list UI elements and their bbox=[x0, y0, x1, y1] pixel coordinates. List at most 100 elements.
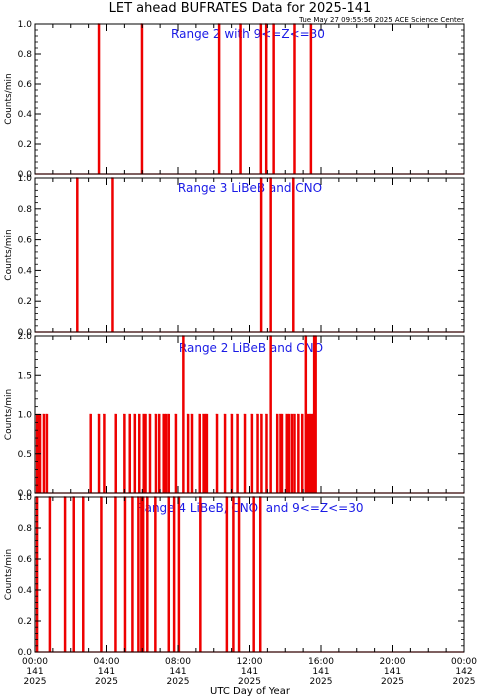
x-tick-label-doy: 141 bbox=[26, 667, 43, 677]
x-tick-label-time: 12:00 bbox=[237, 657, 263, 667]
panel-range3-libeb-cno: Range 3 LiBeB and CNO Counts/min 0.0 0.2 0… bbox=[4, 174, 465, 338]
panel-title: Range 2 LiBeB and CNO bbox=[179, 341, 323, 355]
y-tick-label: 1.5 bbox=[18, 371, 32, 381]
y-tick-label: 2.0 bbox=[18, 332, 33, 342]
panel-range2-libeb-cno: Range 2 LiBeB and CNO Counts/min 0.0 0.5 1… bbox=[4, 332, 465, 499]
y-axis-label: Counts/min bbox=[4, 389, 14, 440]
x-tick-label-doy: 141 bbox=[312, 667, 329, 677]
y-axis-label: Counts/min bbox=[4, 229, 14, 280]
data-point bbox=[142, 413, 144, 416]
y-tick-label: 1.0 bbox=[18, 411, 33, 421]
x-tick-label-year: 2025 bbox=[453, 677, 476, 687]
data-point bbox=[260, 413, 262, 416]
x-tick-label-year: 2025 bbox=[24, 677, 47, 687]
y-tick-label: 0.8 bbox=[18, 524, 33, 534]
data-point bbox=[243, 413, 246, 416]
y-axis-label: Counts/min bbox=[4, 73, 14, 124]
data-point bbox=[312, 413, 314, 416]
data-point bbox=[42, 413, 44, 416]
data-point bbox=[167, 413, 169, 416]
y-tick-label: 0.0 bbox=[18, 328, 33, 338]
data-point bbox=[236, 413, 238, 416]
y-tick-label: 0.6 bbox=[18, 80, 33, 90]
x-tick-label-year: 2025 bbox=[95, 677, 118, 687]
x-axis-label: UTC Day of Year bbox=[210, 686, 291, 697]
y-tick-label: 0.2 bbox=[18, 140, 32, 150]
data-point bbox=[276, 413, 278, 416]
y-tick-label: 0.6 bbox=[18, 555, 33, 565]
x-tick-label-time: 00:00 bbox=[22, 657, 48, 667]
data-point bbox=[148, 413, 150, 416]
y-tick-label: 0.0 bbox=[18, 170, 33, 180]
data-point bbox=[202, 413, 204, 416]
y-tick-label: 0.8 bbox=[18, 50, 33, 60]
data-point bbox=[280, 413, 282, 416]
data-point bbox=[198, 413, 200, 416]
y-tick-label: 0.0 bbox=[18, 648, 33, 658]
data-point bbox=[215, 413, 218, 416]
series-line bbox=[35, 23, 464, 175]
data-point bbox=[287, 413, 289, 416]
data-point bbox=[279, 413, 281, 416]
data-point bbox=[204, 413, 206, 416]
data-point bbox=[290, 413, 292, 416]
data-point bbox=[133, 413, 135, 416]
y-tick-label: 0.0 bbox=[18, 489, 33, 499]
panel-title: Range 4 LiBeB, CNO, and 9<=Z<=30 bbox=[137, 501, 364, 515]
data-point bbox=[97, 413, 100, 416]
data-point bbox=[205, 413, 207, 416]
data-point bbox=[138, 413, 140, 416]
x-tick-label-doy: 142 bbox=[455, 667, 472, 677]
y-tick-label: 1.0 bbox=[18, 20, 33, 30]
data-point bbox=[45, 413, 47, 416]
data-point bbox=[250, 413, 252, 416]
y-tick-label: 0.4 bbox=[18, 586, 33, 596]
data-point bbox=[306, 413, 308, 416]
figure-title: LET ahead BUFRATES Data for 2025-141 bbox=[109, 1, 372, 16]
data-point bbox=[174, 413, 176, 416]
x-tick-label-doy: 141 bbox=[98, 667, 115, 677]
series-line bbox=[35, 177, 464, 333]
y-tick-label: 0.5 bbox=[18, 450, 32, 460]
timestamp: Tue May 27 09:55:56 2025 ACE Science Cen… bbox=[298, 16, 464, 24]
data-point bbox=[186, 413, 189, 416]
data-point bbox=[301, 413, 303, 416]
data-point bbox=[308, 413, 310, 416]
panel-range4-all: Range 4 LiBeB, CNO, and 9<=Z<=30 Counts/… bbox=[4, 493, 477, 687]
x-tick-label-time: 16:00 bbox=[308, 657, 334, 667]
y-tick-label: 0.6 bbox=[18, 236, 33, 246]
series-line bbox=[35, 335, 464, 494]
y-tick-label: 0.4 bbox=[18, 110, 33, 120]
panel-range2-z9-30: Range 2 with 9<=Z<=30 Counts/min 0.0 0.2 0… bbox=[4, 20, 465, 180]
data-point bbox=[256, 413, 258, 416]
plot-frame bbox=[34, 177, 465, 333]
data-point bbox=[114, 413, 116, 416]
data-point bbox=[128, 413, 130, 416]
y-axis-label: Counts/min bbox=[4, 549, 14, 600]
y-tick-label: 0.8 bbox=[18, 205, 33, 215]
panel-title: Range 2 with 9<=Z<=30 bbox=[171, 27, 325, 41]
x-tick-label-time: 20:00 bbox=[380, 657, 406, 667]
y-tick-label: 0.2 bbox=[18, 617, 32, 627]
data-point bbox=[123, 413, 125, 416]
x-tick-label-doy: 141 bbox=[241, 667, 258, 677]
y-tick-label: 1.0 bbox=[18, 493, 33, 503]
data-point bbox=[297, 413, 299, 416]
data-point bbox=[162, 413, 164, 416]
data-point bbox=[164, 413, 167, 416]
x-tick-label-doy: 141 bbox=[169, 667, 186, 677]
x-tick-label-year: 2025 bbox=[381, 677, 404, 687]
x-tick-label-time: 00:00 bbox=[451, 657, 477, 667]
series-line bbox=[35, 496, 464, 653]
data-point bbox=[285, 413, 287, 416]
data-point bbox=[230, 413, 232, 416]
data-point bbox=[190, 413, 193, 416]
x-tick-label-year: 2025 bbox=[167, 677, 190, 687]
data-point bbox=[154, 413, 156, 416]
x-tick-label-time: 04:00 bbox=[94, 657, 120, 667]
plot-frame bbox=[34, 496, 465, 653]
x-tick-label-doy: 141 bbox=[384, 667, 401, 677]
x-tick-label-time: 08:00 bbox=[165, 657, 191, 667]
data-point bbox=[158, 413, 160, 416]
